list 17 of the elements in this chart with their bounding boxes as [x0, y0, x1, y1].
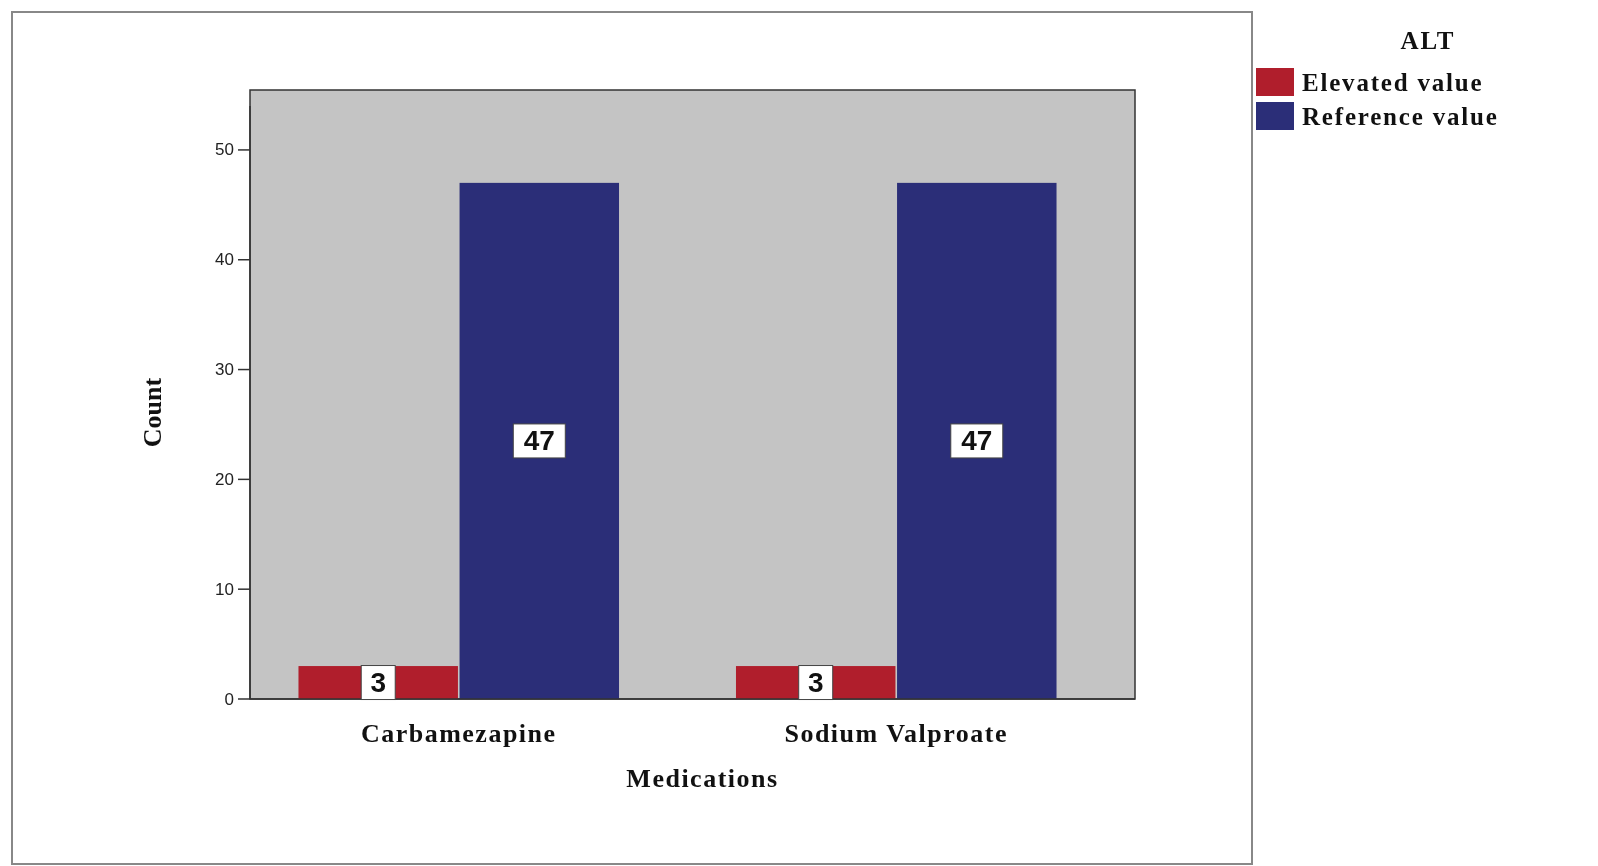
x-tick-label: Carbamezapine: [360, 718, 557, 748]
legend-label: Reference value: [1302, 102, 1499, 130]
data-label: 47: [523, 425, 555, 457]
legend-title: ALT: [1400, 26, 1456, 54]
x-axis-title: Medications: [626, 763, 779, 793]
data-label: 3: [807, 667, 824, 699]
data-label: 3: [370, 667, 386, 699]
y-tick-label: 20: [215, 469, 234, 489]
y-tick-label: 30: [215, 360, 234, 380]
y-tick-label: 40: [215, 250, 234, 270]
y-tick-label: 10: [215, 579, 234, 599]
y-tick-label: 50: [215, 140, 234, 160]
data-label: 47: [961, 425, 993, 457]
y-tick-label: 0: [224, 689, 234, 709]
y-axis-title: Count: [137, 377, 167, 448]
legend-label: Elevated value: [1302, 68, 1484, 96]
x-tick-label: Sodium Valproate: [784, 718, 1009, 748]
